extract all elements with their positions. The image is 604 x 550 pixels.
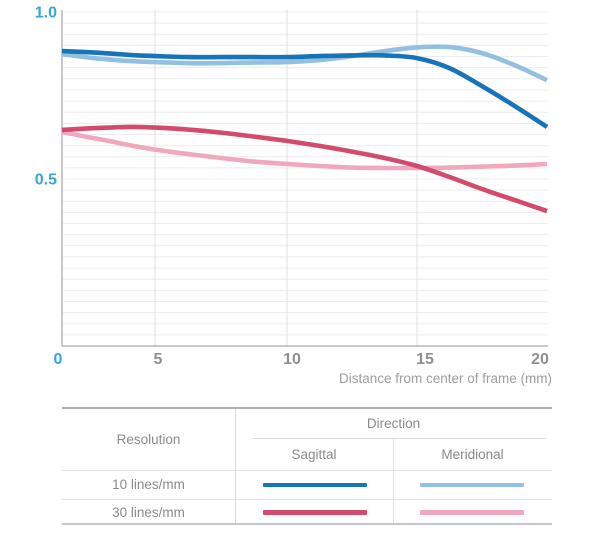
y-tick-label-1.0: 1.0 bbox=[35, 5, 57, 22]
row-label-10-lines: 10 lines/mm bbox=[112, 477, 185, 492]
sagittal-header: Sagittal bbox=[291, 446, 337, 462]
table-divider-sagittal-meridional bbox=[393, 438, 394, 523]
y-tick-label-0.5: 0.5 bbox=[35, 172, 57, 189]
curve-30-lines-mm-meridional bbox=[61, 129, 548, 171]
swatch-10-meridional bbox=[420, 482, 524, 487]
swatch-10-sagittal bbox=[263, 482, 367, 487]
swatch-30-meridional bbox=[420, 510, 524, 515]
axis-layer bbox=[61, 10, 548, 347]
resolution-header: Resolution bbox=[116, 432, 181, 447]
x-tick-label-20: 20 bbox=[531, 351, 549, 368]
row-label-30-lines: 30 lines/mm bbox=[112, 504, 185, 520]
x-tick-label-10: 10 bbox=[283, 351, 301, 368]
curve-10-lines-mm-sagittal bbox=[61, 48, 549, 129]
meridional-header: Meridional bbox=[441, 446, 504, 462]
table-border-under-subheaders bbox=[62, 470, 552, 471]
curve-10-lines-mm-meridional bbox=[61, 44, 548, 83]
legend-table: Resolution Direction Sagittal Meridional… bbox=[62, 407, 552, 525]
table-border-under-row1 bbox=[62, 499, 552, 500]
x-axis-title: Distance from center of frame (mm) bbox=[338, 371, 552, 386]
direction-header: Direction bbox=[366, 416, 421, 431]
curve-layer bbox=[61, 44, 549, 214]
tick-layer: 0 5 10 15 20 1.0 0.5 bbox=[35, 5, 549, 369]
mtf-chart: 0 5 10 15 20 1.0 0.5 bbox=[35, 5, 549, 369]
x-tick-label-15: 15 bbox=[416, 351, 434, 368]
x-tick-label-5: 5 bbox=[154, 351, 163, 368]
curve-30-lines-mm-sagittal bbox=[61, 124, 548, 214]
table-border-under-direction bbox=[253, 438, 546, 439]
table-divider-resolution-direction bbox=[235, 409, 236, 523]
x-tick-label-0: 0 bbox=[54, 351, 63, 368]
swatch-30-sagittal bbox=[263, 510, 367, 515]
